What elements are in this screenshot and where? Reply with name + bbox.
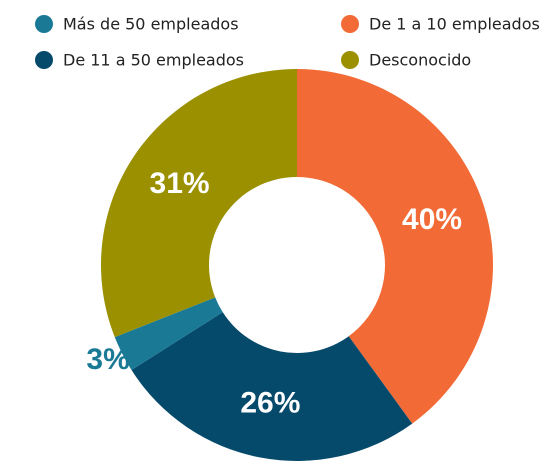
value-label: 40%	[402, 203, 462, 236]
legend-swatch	[35, 15, 53, 33]
legend-label: De 1 a 10 empleados	[369, 15, 540, 34]
donut-slice	[131, 312, 413, 461]
donut-slice	[297, 69, 493, 424]
legend-label: Desconocido	[369, 51, 471, 70]
legend-label: De 11 a 50 empleados	[63, 51, 244, 70]
legend-swatch	[341, 51, 359, 69]
donut-slice	[101, 69, 297, 338]
value-label: 31%	[150, 167, 210, 200]
legend-swatch	[341, 15, 359, 33]
value-label: 3%	[86, 343, 129, 376]
legend-swatch	[35, 51, 53, 69]
legend-label: Más de 50 empleados	[63, 15, 239, 34]
value-label: 26%	[240, 386, 300, 419]
donut-slice	[114, 297, 223, 371]
